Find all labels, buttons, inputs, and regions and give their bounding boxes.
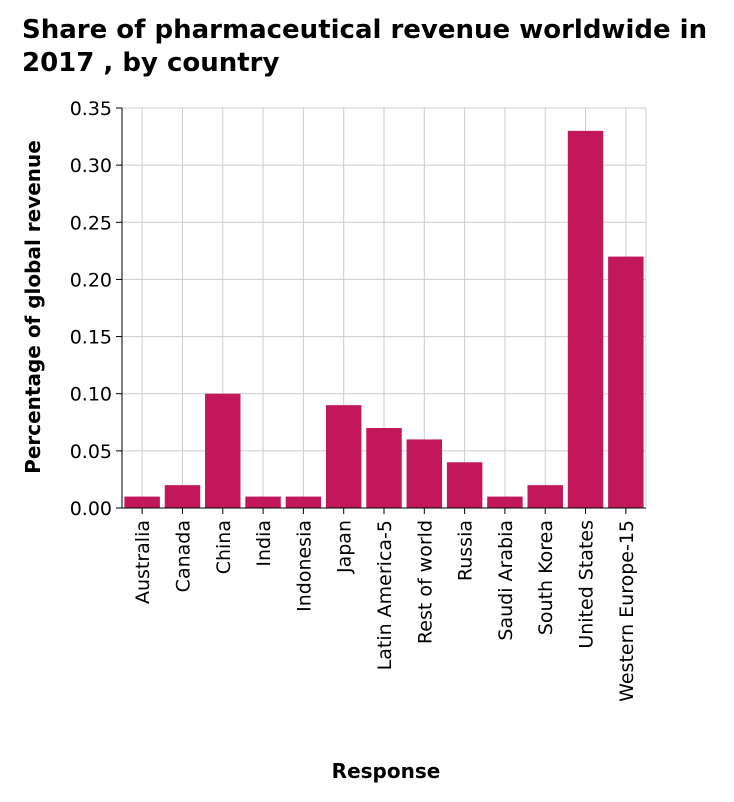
x-tick-label: Western Europe-15 [616, 520, 638, 702]
bar-china [205, 393, 241, 508]
x-tick-label: Canada [172, 520, 194, 592]
bars-layer [124, 130, 644, 508]
y-tick-label: 0.30 [70, 155, 112, 177]
bar-india [245, 496, 281, 508]
bar-saudi-arabia [487, 496, 523, 508]
bar-western-europe-15 [608, 256, 644, 508]
y-tick-label: 0.25 [70, 212, 112, 234]
x-tick-label: Australia [132, 520, 154, 604]
x-tick-label: Indonesia [293, 520, 315, 612]
bar-united-states [567, 130, 604, 508]
y-axis-title: Percentage of global revenue [21, 140, 45, 474]
bar-rest-of-world [406, 439, 443, 508]
x-tick-label: India [253, 520, 275, 567]
axes-layer: 0.00 0.05 0.10 0.15 0.20 0.25 0.30 0.35 Australi… [70, 98, 646, 702]
x-tick-label: United States [576, 520, 598, 649]
bar-japan [325, 405, 362, 508]
y-tick-label: 0.35 [70, 98, 112, 120]
x-axis-title: Response [332, 759, 441, 783]
y-tick-label: 0.15 [70, 327, 112, 349]
bar-latin-america-5 [366, 428, 402, 508]
y-tick-label: 0.05 [70, 441, 112, 463]
y-tick-label: 0.20 [70, 269, 112, 291]
chart-title: Share of pharmaceutical revenue worldwid… [22, 15, 708, 78]
x-tick-label: Latin America-5 [374, 520, 396, 670]
y-tick-label: 0.00 [70, 498, 112, 520]
bar-south-korea [527, 485, 563, 508]
bar-australia [124, 496, 160, 508]
bar-canada [164, 485, 201, 508]
x-tick-label: Russia [455, 520, 477, 581]
x-tick-label: Japan [334, 520, 356, 574]
x-tick-label: Saudi Arabia [495, 520, 517, 641]
x-tick-label: Rest of world [414, 520, 436, 644]
x-tick-label: China [213, 520, 235, 574]
bar-russia [446, 462, 483, 508]
y-tick-label: 0.10 [70, 384, 112, 406]
x-tick-label: South Korea [535, 520, 557, 635]
bar-indonesia [285, 496, 322, 508]
